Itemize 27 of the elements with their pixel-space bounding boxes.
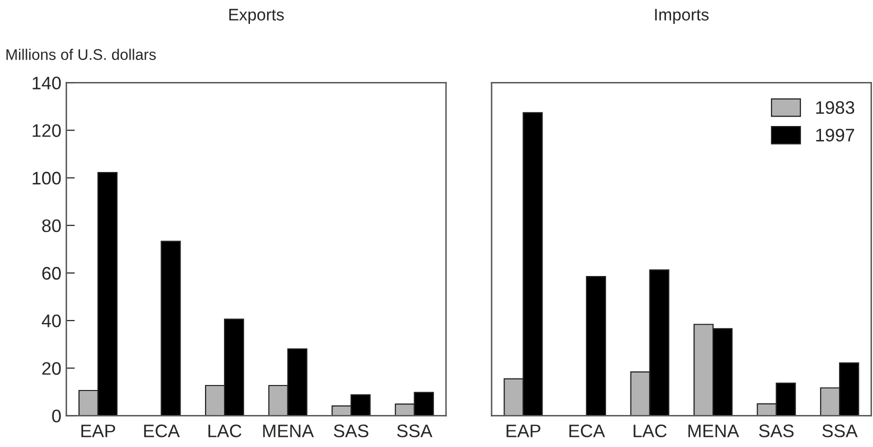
- y-axis-title: Millions of U.S. dollars: [6, 48, 156, 60]
- x-tick-label: EAP: [506, 424, 540, 438]
- legend-label: 1983: [816, 101, 854, 114]
- x-tick-label: SSA: [397, 424, 432, 438]
- y-tick-label: 140: [32, 76, 61, 90]
- chart-title: Imports: [655, 8, 709, 24]
- y-tick-label: 0: [52, 410, 61, 422]
- x-tick-label: SSA: [822, 424, 858, 438]
- x-tick-label: MENA: [263, 424, 314, 438]
- y-tick-label: 40: [42, 314, 61, 328]
- x-tick-label: SAS: [334, 424, 368, 438]
- x-tick-label: LAC: [208, 424, 242, 438]
- x-tick-label: MENA: [688, 424, 740, 438]
- x-tick-label: ECA: [569, 424, 606, 438]
- bar: [586, 276, 606, 416]
- y-tick-label: 60: [42, 266, 61, 280]
- y-tick-label: 120: [32, 124, 61, 137]
- y-tick-label: 80: [42, 219, 61, 232]
- chart-title: Exports: [229, 8, 284, 24]
- x-tick-label: SAS: [759, 424, 794, 438]
- x-tick-label: LAC: [634, 424, 667, 438]
- x-tick-label: EAP: [81, 424, 116, 438]
- legend-label: 1997: [816, 128, 854, 142]
- y-tick-label: 100: [32, 172, 61, 185]
- x-tick-label: ECA: [144, 424, 180, 438]
- bar: [160, 240, 181, 416]
- y-tick-label: 20: [42, 362, 61, 375]
